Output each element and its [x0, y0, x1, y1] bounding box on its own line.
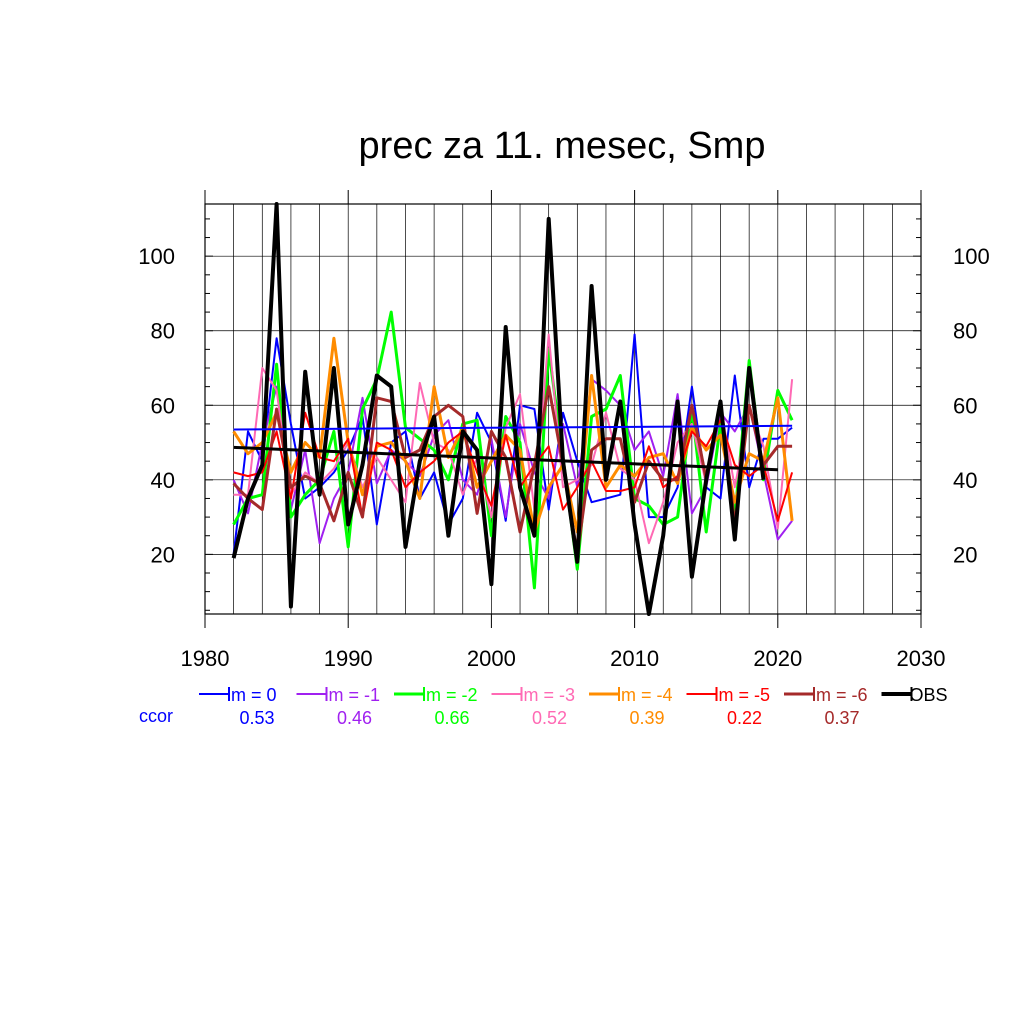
trend-line-obs: [233, 445, 778, 472]
legend-ccor-lm-1: 0.46: [337, 708, 372, 728]
legend-label-lm-0: lm = 0: [227, 685, 277, 705]
x-tick-label: 2000: [467, 646, 516, 671]
trend-layer: [233, 424, 793, 472]
legend-ccor-lm-0: 0.53: [239, 708, 274, 728]
x-tick-label: 2030: [897, 646, 946, 671]
grid-lines: [205, 204, 921, 614]
y-tick-label: 100: [138, 244, 175, 269]
legend-ccor-lm-6: 0.37: [824, 708, 859, 728]
tick-marks: [204, 190, 922, 628]
legend-label-lm-6: lm = -6: [812, 685, 868, 705]
x-tick-label: 2010: [610, 646, 659, 671]
series-layer: [231, 202, 794, 616]
legend-label-lm-3: lm = -3: [520, 685, 576, 705]
legend-ccor-lm-2: 0.66: [434, 708, 469, 728]
chart-title: prec za 11. mesec, Smp: [359, 125, 766, 167]
series-line-lm-4: [232, 336, 794, 534]
legend-label-obs: OBS: [910, 685, 948, 705]
y-tick-label: 80: [151, 319, 175, 344]
x-tick-label: 2020: [753, 646, 802, 671]
trend-line-lm-0: [233, 424, 793, 431]
y-tick-label-right: 40: [953, 468, 977, 493]
legend: ccor lm = 0 0.53 lm = -1 0.46 lm = -2 0.66 lm =…: [139, 685, 948, 728]
y-tick-label-right: 80: [953, 319, 977, 344]
y-tick-label-right: 100: [953, 244, 990, 269]
series-line-lm-6: [232, 385, 793, 556]
y-tick-label: 40: [151, 468, 175, 493]
series-line-obs: [231, 202, 766, 616]
legend-label-lm-2: lm = -2: [422, 685, 478, 705]
series-line-lm-1: [232, 378, 793, 545]
legend-ccor-lm-4: 0.39: [629, 708, 664, 728]
legend-label-lm-4: lm = -4: [617, 685, 673, 705]
x-tick-label: 1990: [324, 646, 373, 671]
y-tick-label-right: 60: [953, 393, 977, 418]
y-tick-label: 20: [151, 542, 175, 567]
plot-frame: [204, 203, 922, 615]
y-tick-label-right: 20: [953, 542, 977, 567]
legend-ccor-lm-5: 0.22: [727, 708, 762, 728]
legend-label-lm-1: lm = -1: [325, 685, 381, 705]
ccor-label: ccor: [139, 706, 173, 726]
x-tick-label: 1980: [181, 646, 230, 671]
legend-ccor-lm-3: 0.52: [532, 708, 567, 728]
legend-label-lm-5: lm = -5: [715, 685, 771, 705]
y-tick-label: 60: [151, 393, 175, 418]
